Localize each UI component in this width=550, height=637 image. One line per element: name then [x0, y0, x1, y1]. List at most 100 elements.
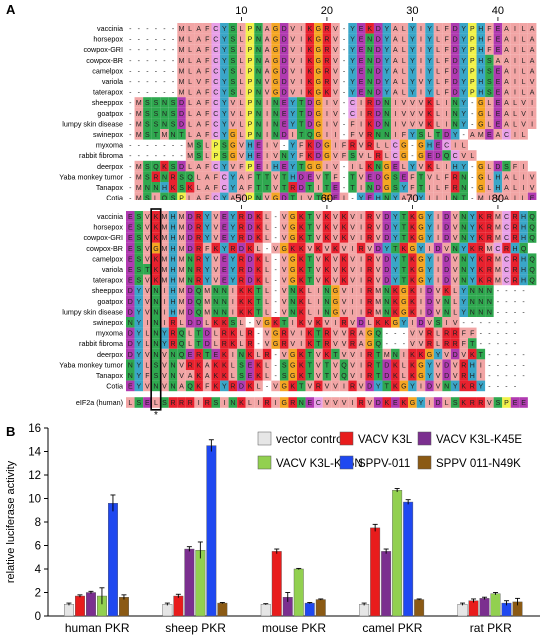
legend-swatch — [339, 431, 354, 446]
bar — [184, 548, 195, 617]
residue-letter: V — [359, 143, 364, 150]
residue-letter: F — [410, 185, 414, 192]
residue-cell — [450, 327, 460, 339]
residue-cell — [288, 23, 297, 34]
residue-cell — [211, 380, 221, 392]
residue-letter: C — [213, 68, 218, 75]
residue-cell — [339, 397, 349, 408]
residue-cell — [365, 23, 374, 34]
residue-letter: I — [514, 47, 516, 54]
residue-letter: N — [384, 111, 389, 118]
residue-cell — [373, 317, 383, 328]
residue-letter: E — [256, 164, 261, 171]
residue-cell — [485, 97, 494, 108]
residue-cell — [373, 118, 383, 129]
residue-cell — [134, 306, 144, 317]
residue-letter: R — [350, 331, 355, 338]
residue-cell — [391, 192, 400, 200]
residue-letter: D — [376, 174, 381, 181]
species-label: Tanapox — [96, 183, 124, 192]
residue-letter: N — [367, 90, 372, 97]
residue-letter: D — [427, 299, 432, 306]
residue-letter: I — [420, 288, 422, 295]
residue-cell — [143, 359, 152, 370]
residue-cell — [211, 359, 221, 370]
residue-cell — [348, 211, 357, 222]
residue-cell — [228, 221, 238, 233]
residue-letter: F — [205, 246, 209, 253]
residue-letter: D — [247, 214, 252, 221]
residue-cell — [194, 182, 203, 193]
residue-letter: - — [522, 309, 525, 316]
residue-cell — [399, 139, 409, 151]
residue-letter: P — [248, 164, 253, 171]
residue-cell — [425, 295, 434, 307]
residue-letter: N — [153, 341, 158, 348]
residue-letter: L — [265, 214, 269, 221]
residue-cell — [356, 264, 366, 275]
residue-letter: T — [385, 384, 390, 391]
residue-cell — [519, 76, 528, 87]
residue-cell — [194, 171, 203, 182]
residue-cell — [245, 211, 255, 222]
residue-cell — [493, 264, 503, 275]
residue-cell — [220, 86, 229, 98]
residue-cell — [297, 44, 306, 55]
residue-cell — [476, 370, 486, 381]
residue-letter: G — [418, 143, 423, 150]
residue-letter: M — [187, 143, 193, 150]
residue-letter: V — [316, 256, 321, 263]
residue-letter: V — [333, 267, 338, 274]
residue-letter: V — [282, 352, 287, 359]
species-label: deerpox — [97, 350, 123, 359]
residue-letter: Y — [136, 309, 141, 316]
tick-label: 80 — [492, 193, 504, 205]
residue-cell — [322, 139, 332, 151]
residue-cell — [262, 44, 272, 55]
residue-cell — [416, 44, 426, 55]
residue-letter: S — [136, 235, 141, 242]
residue-cell — [245, 264, 255, 275]
residue-cell — [305, 317, 315, 328]
residue-letter: V — [265, 331, 270, 338]
residue-letter: V — [273, 185, 278, 192]
residue-cell — [339, 348, 349, 360]
residue-letter: - — [343, 47, 346, 54]
residue-letter: Y — [222, 47, 227, 54]
residue-letter: N — [188, 267, 193, 274]
residue-letter: G — [316, 100, 321, 107]
residue-letter: R — [170, 320, 175, 327]
residue-letter: V — [273, 153, 278, 160]
residue-cell — [527, 274, 537, 286]
residue-letter: R — [282, 331, 287, 338]
residue-letter: Y — [350, 79, 355, 86]
residue-letter: V — [231, 121, 236, 128]
residue-letter: - — [488, 341, 491, 348]
residue-letter: K — [342, 214, 347, 221]
residue-letter: K — [478, 235, 483, 242]
residue-cell — [314, 23, 323, 34]
residue-letter: L — [188, 58, 192, 65]
residue-cell — [408, 97, 417, 108]
residue-letter: R — [367, 132, 372, 139]
residue-cell — [288, 397, 297, 408]
residue-cell — [459, 118, 468, 129]
residue-letter: P — [248, 111, 253, 118]
residue-letter: G — [418, 267, 423, 274]
residue-letter: - — [146, 79, 149, 86]
residue-cell — [348, 171, 357, 182]
residue-letter: T — [462, 196, 467, 200]
residue-cell — [220, 23, 229, 34]
residue-letter: G — [316, 79, 321, 86]
residue-cell — [485, 160, 494, 172]
residue-letter: E — [333, 196, 338, 200]
residue-cell — [220, 54, 229, 66]
residue-letter: F — [444, 58, 448, 65]
residue-cell — [408, 232, 417, 243]
residue-letter: K — [325, 90, 330, 97]
residue-cell — [305, 97, 315, 108]
residue-cell — [185, 54, 195, 66]
residue-cell — [391, 348, 400, 360]
residue-letter: - — [497, 341, 500, 348]
residue-cell — [314, 274, 323, 286]
